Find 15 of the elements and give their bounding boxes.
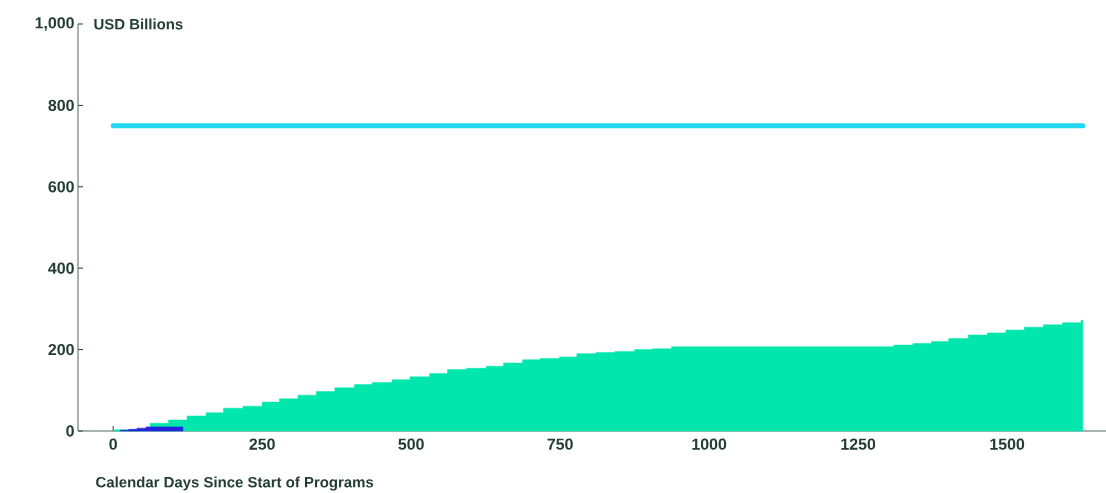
y-tick-label: 400 xyxy=(48,262,74,274)
x-tick-label: 750 xyxy=(547,438,573,450)
x-tick-label: 1000 xyxy=(692,438,727,450)
x-tick-label: 1500 xyxy=(990,438,1025,450)
x-tick-label: 500 xyxy=(398,438,424,450)
y-tick-label: 0 xyxy=(66,425,74,437)
y-tick-label: 1,000 xyxy=(35,17,74,31)
y-axis-title: USD Billions xyxy=(94,18,183,30)
x-tick-label: 0 xyxy=(109,438,117,450)
x-tick-label: 1250 xyxy=(841,438,876,450)
y-tick-label: 600 xyxy=(48,181,74,193)
x-tick-label: 250 xyxy=(249,438,275,450)
y-tick-label: 200 xyxy=(48,343,74,356)
x-axis-title: Calendar Days Since Start of Programs xyxy=(96,476,374,491)
y-tick-label: 800 xyxy=(48,99,74,112)
